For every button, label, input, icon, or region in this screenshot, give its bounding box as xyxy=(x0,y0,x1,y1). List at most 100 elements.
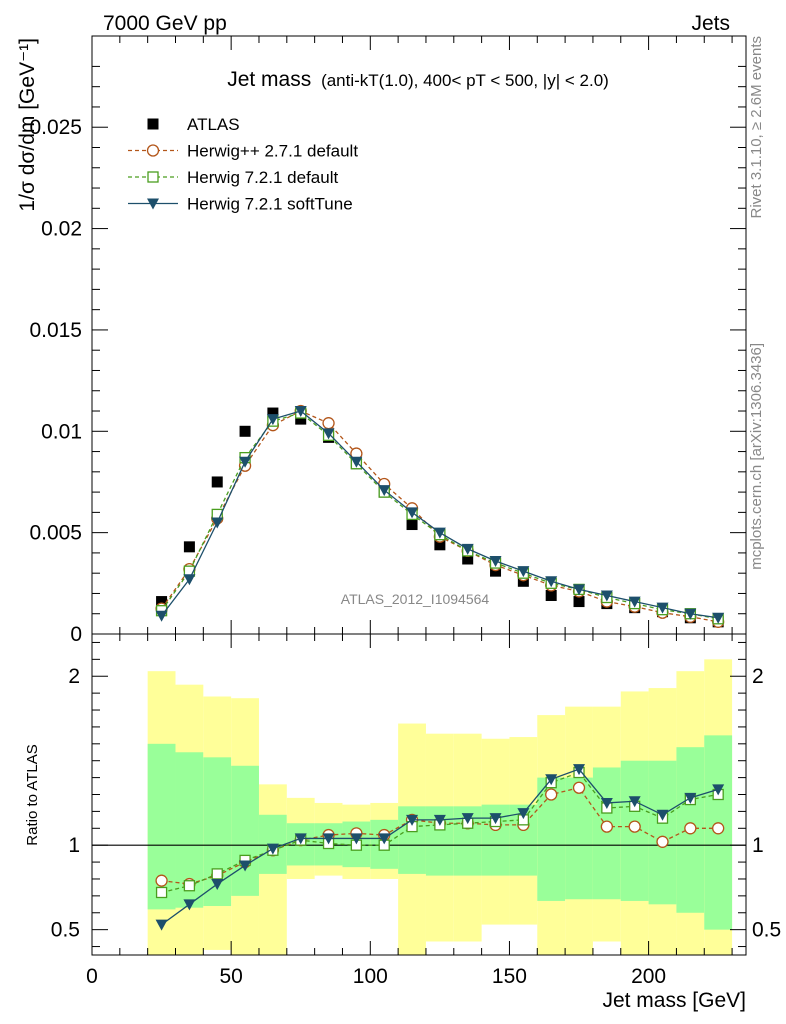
main-data-point xyxy=(461,543,474,555)
x-tick-label: 200 xyxy=(631,965,666,988)
ratio-data-point xyxy=(684,822,697,835)
main-data-point xyxy=(462,553,474,565)
main-data-point xyxy=(239,425,251,437)
main-data-point xyxy=(295,413,307,425)
main-data-point xyxy=(517,566,530,578)
y-tick-label: 0.01 xyxy=(41,420,82,443)
mcplots-label: mcplots.cern.ch [arXiv:1306.3436] xyxy=(748,343,765,570)
data-series xyxy=(155,404,725,931)
main-data-point xyxy=(350,456,363,468)
main-data-point xyxy=(266,414,279,426)
ratio-data-point xyxy=(600,797,613,809)
ratio-data-point xyxy=(322,833,335,845)
main-ylabel: 1/σ dσ/dm [GeV⁻¹] xyxy=(16,38,39,212)
energy-label: 7000 GeV pp xyxy=(103,12,227,35)
x-tick-label: 150 xyxy=(492,965,527,988)
legend-label: Herwig++ 2.7.1 default xyxy=(187,142,358,161)
axis-ticks: 0 50 100 150 200 0 0.005 0.01 0.015 0.02 0.025 0.5 0… xyxy=(29,36,781,988)
band-inner-bin xyxy=(592,767,621,900)
ratio-data-point xyxy=(489,813,502,825)
main-series-line xyxy=(161,410,719,619)
ratio-y-tick-label-right: 0.5 xyxy=(752,919,781,942)
ratio-data-point xyxy=(712,784,725,796)
main-data-point xyxy=(294,406,307,418)
chart-title-main: Jet mass xyxy=(227,68,311,91)
ratio-data-point xyxy=(517,808,530,820)
main-data-point xyxy=(156,596,168,608)
ratio-data-point xyxy=(656,809,669,821)
main-data-point xyxy=(378,485,391,497)
main-data-point xyxy=(239,456,252,468)
main-data-point xyxy=(211,517,224,529)
legend-label: Herwig 7.2.1 default xyxy=(187,168,338,187)
ratio-y-tick-label-right: 2 xyxy=(752,665,764,688)
ratio-data-point xyxy=(183,880,196,892)
analysis-watermark: ATLAS_2012_I1094564 xyxy=(341,591,490,607)
ratio-data-point xyxy=(628,820,641,833)
ratio-data-point xyxy=(712,822,725,835)
ratio-data-point xyxy=(600,820,614,833)
main-data-point xyxy=(433,527,446,539)
main-data-point xyxy=(183,574,196,586)
ratio-y-tick-label: 2 xyxy=(68,665,80,688)
band-inner-bin xyxy=(565,777,593,900)
band-inner-bin xyxy=(231,765,259,896)
y-tick-label: 0.005 xyxy=(29,522,82,545)
ratio-data-point xyxy=(350,833,363,845)
legend-label: ATLAS xyxy=(187,115,240,134)
main-data-point xyxy=(573,584,586,596)
ratio-data-point xyxy=(572,781,586,794)
x-tick-label: 50 xyxy=(219,965,242,988)
main-data-point xyxy=(211,476,223,488)
x-tick-label: 0 xyxy=(86,965,98,988)
x-tick-label: 100 xyxy=(353,965,388,988)
main-data-point xyxy=(489,556,502,568)
main-data-point xyxy=(684,608,697,620)
ratio-data-point xyxy=(684,792,697,804)
main-data-point xyxy=(712,612,725,624)
main-data-point xyxy=(267,407,279,419)
ratio-y-tick-label-right: 1 xyxy=(752,834,764,857)
ratio-data-point xyxy=(155,919,168,931)
main-data-point xyxy=(406,519,418,531)
ratio-uncertainty-bands xyxy=(147,659,733,955)
legend: ATLAS Herwig++ 2.7.1 default Herwig 7.2.1 … xyxy=(128,115,358,214)
main-data-point xyxy=(155,610,168,622)
ratio-data-point xyxy=(378,833,391,845)
ratio-data-point xyxy=(211,879,224,891)
main-data-point xyxy=(545,589,557,601)
main-data-point xyxy=(600,590,613,602)
ratio-data-point xyxy=(183,899,196,911)
ratio-data-point xyxy=(433,814,446,826)
rivet-label: Rivet 3.1.10, ≥ 2.6M events xyxy=(748,36,765,219)
legend-marker xyxy=(147,171,159,183)
main-data-point xyxy=(183,541,195,553)
ratio-data-point xyxy=(211,868,223,880)
main-data-point xyxy=(628,596,641,608)
legend-marker xyxy=(147,198,159,210)
y-tick-label: 0.02 xyxy=(41,218,82,241)
ratio-y-tick-label: 1 xyxy=(68,834,80,857)
ratio-data-point xyxy=(406,814,419,826)
main-data-point xyxy=(322,428,335,440)
legend-label: Herwig 7.2.1 softTune xyxy=(187,195,353,214)
xlabel: Jet mass [GeV] xyxy=(602,989,746,1012)
y-tick-label: 0.015 xyxy=(29,319,82,342)
legend-marker xyxy=(147,118,159,130)
main-data-point xyxy=(656,602,669,614)
ratio-data-point xyxy=(461,813,474,825)
ratio-data-point xyxy=(656,835,669,848)
chart-title: Jet mass (anti-kT(1.0), 400< pT < 500, |… xyxy=(227,68,609,91)
ratio-data-point xyxy=(545,774,558,786)
main-data-point xyxy=(573,596,585,608)
legend-marker xyxy=(146,144,160,157)
ratio-data-point xyxy=(266,843,279,855)
ratio-data-point xyxy=(573,764,586,776)
main-data-point xyxy=(406,507,419,519)
ratio-data-point xyxy=(628,796,641,808)
y-tick-label: 0 xyxy=(70,623,82,646)
main-series-line xyxy=(161,412,719,620)
y-tick-label: 0.025 xyxy=(29,116,82,139)
ratio-data-point xyxy=(545,788,558,801)
